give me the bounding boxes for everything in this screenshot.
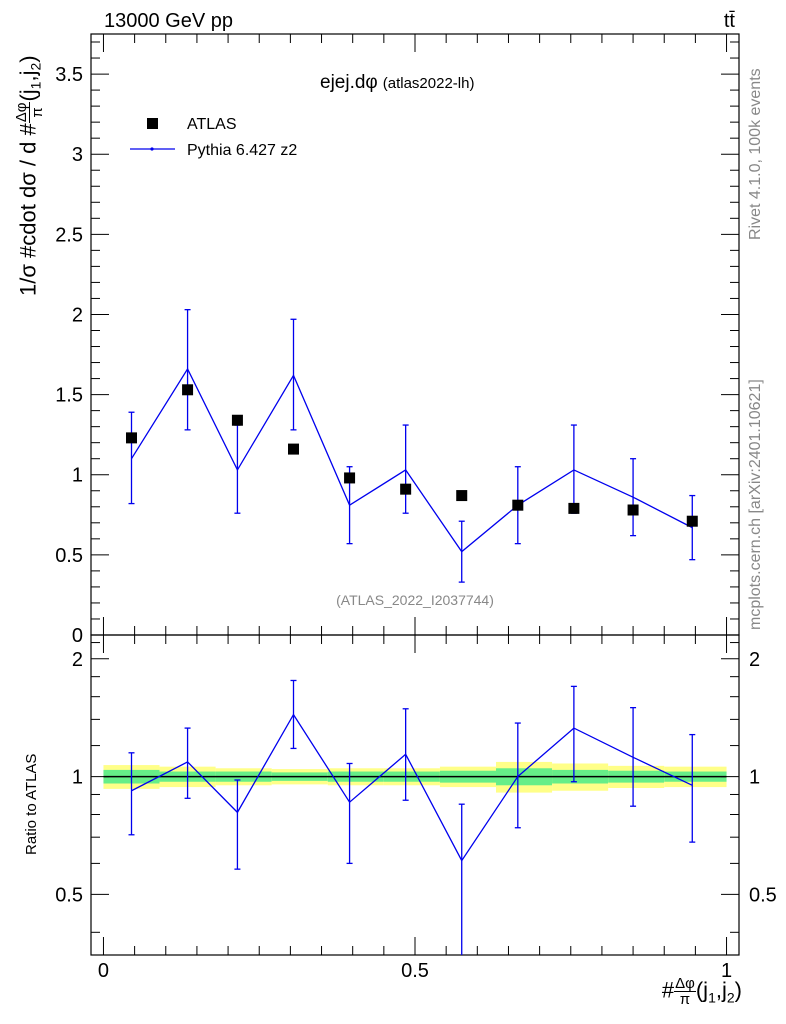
y-title-sub2: 2	[27, 62, 44, 71]
atlas-data-point	[456, 490, 468, 502]
x-title-sub2: 2	[726, 989, 735, 1006]
main-y-tick-label: 1	[72, 465, 83, 487]
main-y-tick-label: 3	[72, 144, 83, 166]
mc-series	[128, 309, 696, 955]
x-title-mid: ,j	[715, 977, 727, 1003]
ratio-y-axis-title: Ratio to ATLAS	[23, 754, 40, 855]
x-title-suffix: (j	[695, 977, 709, 1003]
atlas-data-point	[627, 504, 639, 516]
x-title-frac-num: Δφ	[674, 975, 696, 992]
main-y-axis-title: 1/σ #cdot dσ / d # Δφ π (j1,j2)	[13, 55, 46, 296]
main-y-tick-label: 3.5	[55, 64, 83, 86]
atlas-data-point	[686, 515, 698, 527]
plot-title-main: ejej.dφ	[320, 72, 378, 93]
x-tick-label: 0	[98, 960, 109, 982]
x-axis-title: # Δφ π (j1,j2)	[662, 976, 742, 1007]
main-y-tick-label: 2.5	[55, 224, 83, 246]
x-title-prefix: #	[661, 977, 675, 1003]
y-title-frac-den: π	[29, 107, 46, 118]
main-y-tick-label: 1.5	[55, 385, 83, 407]
plot-title: ejej.dφ (atlas2022-lh)	[320, 72, 474, 93]
x-title-sub1: 1	[708, 989, 716, 1006]
ratio-y-tick-label-left: 2	[72, 649, 83, 671]
main-y-tick-label: 0	[72, 625, 83, 647]
legend-pythia-label: Pythia 6.427 z2	[187, 142, 297, 159]
x-title-frac-den: π	[679, 991, 691, 1008]
atlas-data-point	[344, 472, 356, 484]
header-energy: 13000 GeV pp	[104, 10, 233, 32]
analysis-watermark: (ATLAS_2022_I2037744)	[336, 592, 494, 608]
ratio-y-tick-label-left: 1	[72, 767, 83, 789]
legend-atlas-marker	[147, 118, 158, 129]
mc-line	[130, 367, 693, 553]
x-title-end: )	[734, 977, 742, 1003]
side-label-rivet: Rivet 4.1.0, 100k events	[747, 68, 764, 240]
x-tick-label: 0.5	[401, 960, 429, 982]
ratio-y-tick-label-right: 1	[749, 767, 760, 789]
main-y-tick-label: 0.5	[55, 545, 83, 567]
y-title-suffix: (j	[15, 89, 41, 102]
atlas-data-point	[568, 502, 580, 514]
side-label-mcplots: mcplots.cern.ch [arXiv:2401.10621]	[747, 379, 764, 630]
legend-atlas-label: ATLAS	[187, 116, 237, 133]
y-title-prefix: 1/σ #cdot dσ / d #	[15, 123, 41, 296]
atlas-data-point	[126, 432, 137, 444]
ratio-y-tick-label-left: 0.5	[55, 884, 83, 906]
atlas-data-point	[231, 414, 243, 426]
plot-title-sub: (atlas2022-lh)	[383, 75, 475, 92]
y-title-mid: ,j	[15, 70, 41, 82]
x-tick-label: 1	[721, 960, 732, 982]
axis-ticks: 0 0.5 1 1.5 2 2.5 3 3.5 0 0.5 1 0.5 0.5 1 1 2 2	[55, 34, 777, 982]
atlas-data-point	[400, 483, 412, 495]
legend-pythia-marker	[150, 147, 154, 151]
ratio-y-tick-label-right: 0.5	[749, 884, 777, 906]
main-y-tick-label: 2	[72, 304, 83, 326]
y-title-sub1: 1	[27, 81, 44, 90]
atlas-data-point	[512, 499, 524, 511]
y-title-frac-num: Δφ	[13, 101, 30, 124]
ratio-uncertainty-bands	[103, 761, 727, 793]
data-series	[126, 384, 698, 527]
atlas-data-point	[288, 443, 299, 455]
header-process: tt̄	[724, 10, 736, 32]
y-title-end: )	[15, 55, 41, 63]
atlas-data-point	[182, 384, 194, 396]
ratio-y-tick-label-right: 2	[749, 649, 760, 671]
